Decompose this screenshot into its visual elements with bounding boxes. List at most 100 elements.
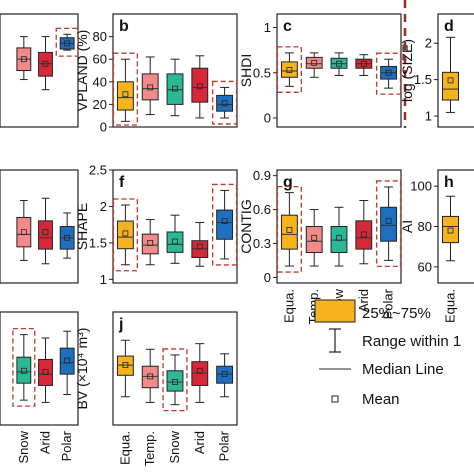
- highlight-dashed-box: [55, 27, 79, 57]
- box-equa: [112, 52, 138, 126]
- panel-h: 60 80 100 AI h Equa.: [399, 169, 474, 323]
- mean-marker: [311, 234, 318, 241]
- mean-marker: [64, 40, 71, 47]
- x-tick-label: Snow: [16, 430, 31, 463]
- panel-j: BV (×10⁴ m³) j Equa. Temp. Snow Arid Polar: [74, 311, 238, 466]
- y-tick-label: 1.5: [89, 235, 107, 250]
- panel-letter: d: [444, 18, 454, 35]
- mean-marker: [172, 238, 178, 245]
- iqr-box: [305, 226, 323, 253]
- highlight-dashed-box: [112, 198, 138, 272]
- panel-letter: j: [118, 316, 123, 333]
- panel-frame: [112, 311, 238, 426]
- iqr-box: [166, 73, 184, 105]
- iqr-box: [141, 233, 159, 255]
- legend-box-label: 25%~75%: [362, 305, 431, 322]
- y-tick-label: 0.3: [253, 236, 271, 251]
- y-tick-label: 60: [93, 52, 107, 67]
- mean-marker: [385, 69, 392, 76]
- y-tick-label: 1: [425, 109, 432, 124]
- box-snow: [330, 206, 348, 267]
- legend-mean-symbol: [331, 395, 339, 403]
- iqr-box: [16, 216, 32, 248]
- box-polar: [212, 80, 238, 125]
- box-equa: [442, 36, 459, 113]
- panel-letter: h: [444, 174, 454, 191]
- mean-marker: [42, 229, 49, 236]
- mean-marker: [221, 371, 228, 378]
- iqr-box: [116, 355, 134, 376]
- box-arid: [38, 197, 53, 265]
- box-equa: [442, 195, 459, 262]
- legend-whisker-label: Range within 1: [362, 333, 461, 350]
- iqr-box: [116, 220, 134, 250]
- x-tick-label: Equa.: [117, 431, 132, 465]
- y-tick-label: 1.5: [414, 72, 432, 87]
- box-temp: [141, 56, 159, 116]
- highlight-dashed-box: [376, 180, 402, 268]
- box-polar: [376, 52, 402, 95]
- highlight-dashed-box: [12, 327, 36, 407]
- box-arid: [38, 36, 53, 91]
- y-tick-label: 100: [410, 179, 432, 194]
- mean-marker: [147, 373, 154, 380]
- highlight-dashed-box: [112, 52, 138, 126]
- iqr-box: [38, 358, 53, 386]
- box-temp: [305, 52, 323, 78]
- box-arid: [191, 343, 209, 403]
- iqr-box: [141, 73, 159, 101]
- panel-c: 0 0.5 1 SHDI c: [238, 13, 402, 128]
- mean-marker: [221, 100, 228, 107]
- y-tick-label: 2: [425, 36, 432, 51]
- y-tick-label: 0: [264, 110, 271, 125]
- mean-marker: [196, 367, 203, 374]
- panel-letter: g: [283, 174, 293, 191]
- mean-marker: [311, 59, 318, 66]
- box-arid: [38, 337, 53, 403]
- box-snow: [166, 214, 184, 264]
- box-polar: [212, 183, 238, 266]
- iqr-box: [442, 215, 459, 244]
- y-tick-label: 0: [264, 270, 271, 285]
- panel-letter: f: [119, 174, 125, 191]
- y-tick-label: 80: [418, 219, 432, 234]
- x-tick-label: Equa.: [443, 289, 458, 323]
- mean-marker: [64, 357, 71, 364]
- iqr-box: [442, 71, 459, 101]
- iqr-box: [280, 61, 298, 78]
- iqr-box: [305, 56, 323, 69]
- legend-whisker-symbol: [329, 328, 341, 353]
- x-tick-label: Temp.: [142, 431, 157, 466]
- legend-mean-label: Mean: [362, 391, 400, 408]
- y-tick-label: 2.5: [89, 163, 107, 178]
- box-snow: [166, 58, 184, 117]
- iqr-box: [38, 51, 53, 77]
- panel-frame: [0, 169, 79, 284]
- y-axis-label: SHDI: [238, 54, 254, 87]
- highlight-dashed-box: [276, 185, 302, 273]
- panel-f: 1 1.5 2 2.5 SHAPE f: [74, 163, 238, 287]
- mean-marker: [286, 67, 293, 73]
- y-tick-label: 1: [264, 20, 271, 35]
- y-tick-label: 20: [93, 97, 107, 112]
- y-tick-label: 60: [418, 259, 432, 274]
- legend: 25%~75% Range within 1 Median Line Mean: [314, 299, 461, 408]
- panel-i: Snow Arid Polar: [0, 311, 79, 464]
- y-tick-label: 1: [100, 272, 107, 287]
- x-tick-label: Equa.: [281, 289, 296, 323]
- mean-marker: [147, 84, 154, 91]
- box-polar: [55, 27, 79, 57]
- mean-marker: [447, 77, 454, 84]
- box-polar: [376, 180, 402, 268]
- y-tick-label: 40: [93, 74, 107, 89]
- box-equa: [276, 46, 302, 93]
- box-arid: [355, 200, 373, 265]
- x-tick-label: Snow: [167, 430, 182, 463]
- mean-marker: [196, 83, 203, 90]
- panel-letter: b: [119, 18, 129, 35]
- x-tick-label: Polar: [59, 430, 74, 461]
- x-tick-label: Arid: [38, 431, 53, 454]
- mean-marker: [147, 240, 154, 246]
